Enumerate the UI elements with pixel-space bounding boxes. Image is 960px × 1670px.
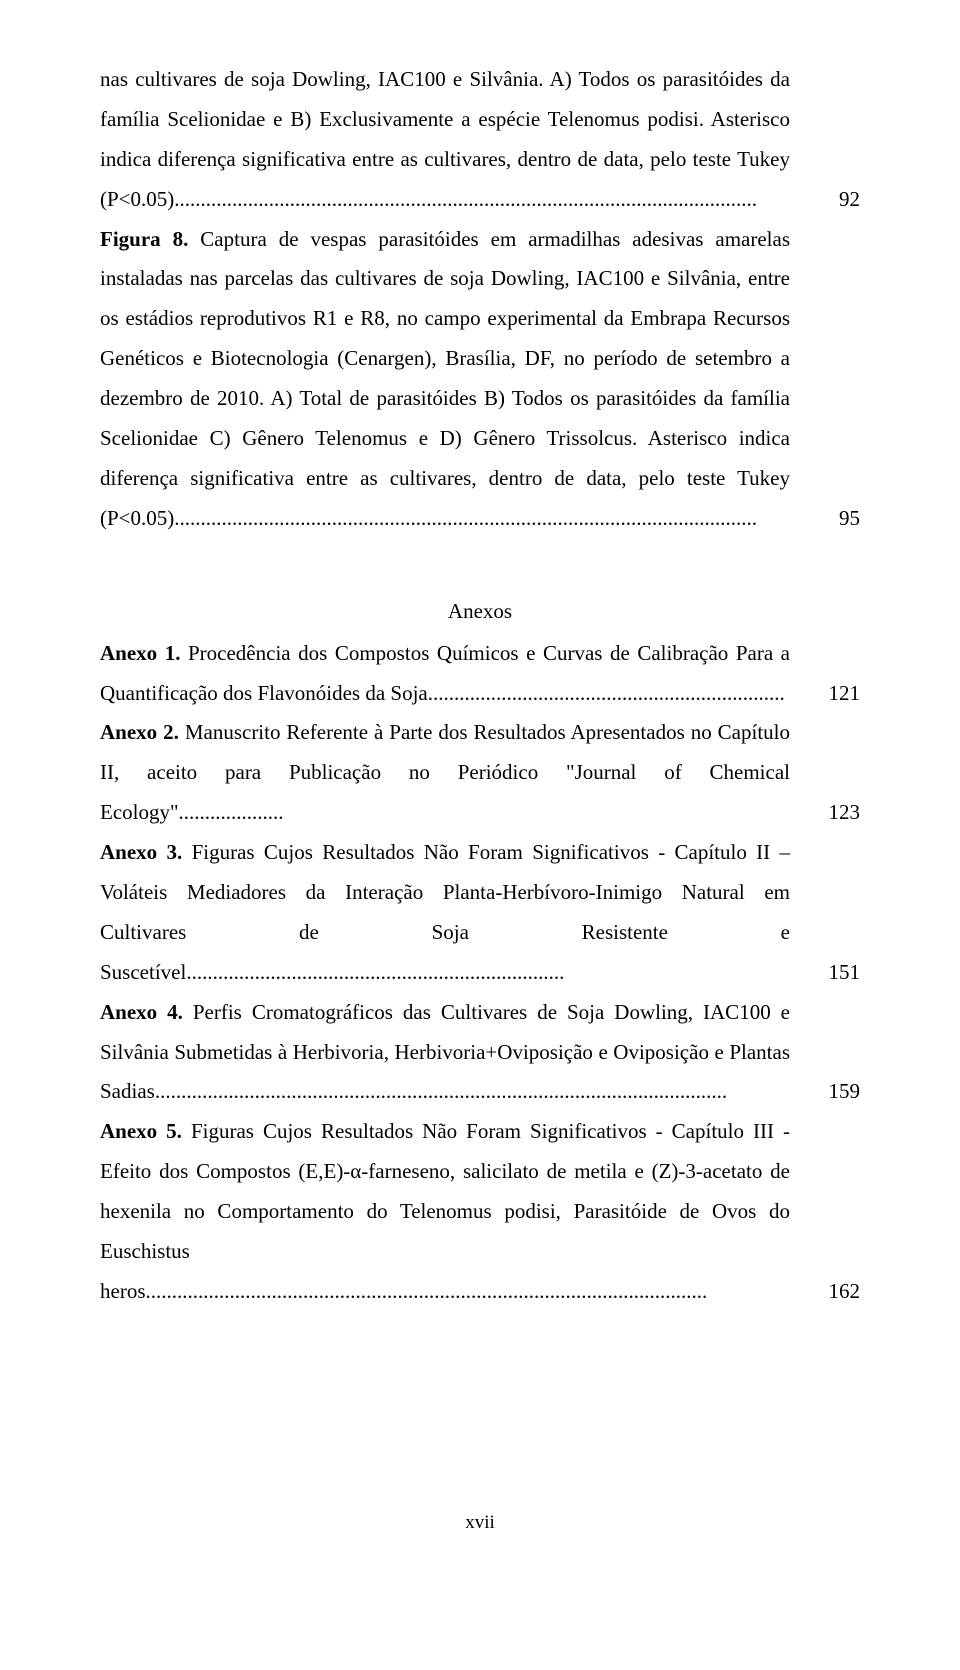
- anexos-heading: Anexos: [100, 599, 860, 624]
- anexo-page-number: 123: [790, 793, 860, 833]
- anexo-entry: Anexo 4. Perfis Cromatográficos das Cult…: [100, 993, 860, 1113]
- anexo-prefix: Anexo 5.: [100, 1119, 182, 1143]
- anexo-prefix: Anexo 2.: [100, 720, 179, 744]
- figure-body: Captura de vespas parasitóides em armadi…: [100, 227, 790, 530]
- anexo-text: Anexo 4. Perfis Cromatográficos das Cult…: [100, 993, 790, 1113]
- anexo-prefix: Anexo 4.: [100, 1000, 183, 1024]
- anexo-page-number: 162: [790, 1272, 860, 1312]
- figure-prefix: Figura 8.: [100, 227, 188, 251]
- page-footer-roman: xvii: [100, 1512, 860, 1534]
- anexo-page-number: 151: [790, 953, 860, 993]
- anexo-prefix: Anexo 3.: [100, 840, 182, 864]
- figure-text: nas cultivares de soja Dowling, IAC100 e…: [100, 60, 790, 220]
- anexo-entry: Anexo 3. Figuras Cujos Resultados Não Fo…: [100, 833, 860, 993]
- anexo-prefix: Anexo 1.: [100, 641, 180, 665]
- anexo-body: Figuras Cujos Resultados Não Foram Signi…: [100, 840, 790, 984]
- anexo-text: Anexo 1. Procedência dos Compostos Quími…: [100, 634, 790, 714]
- anexo-body: Manuscrito Referente à Parte dos Resulta…: [100, 720, 790, 824]
- anexo-entry: Anexo 5. Figuras Cujos Resultados Não Fo…: [100, 1112, 860, 1311]
- anexo-text: Anexo 2. Manuscrito Referente à Parte do…: [100, 713, 790, 833]
- anexo-body: Figuras Cujos Resultados Não Foram Signi…: [100, 1119, 790, 1303]
- figure-entry: Figura 8. Captura de vespas parasitóides…: [100, 220, 860, 539]
- figure-page-number: 92: [790, 180, 860, 220]
- page-container: nas cultivares de soja Dowling, IAC100 e…: [0, 0, 960, 1614]
- figure-page-number: 95: [790, 499, 860, 539]
- figure-text: Figura 8. Captura de vespas parasitóides…: [100, 220, 790, 539]
- anexo-entry: Anexo 2. Manuscrito Referente à Parte do…: [100, 713, 860, 833]
- anexo-page-number: 159: [790, 1072, 860, 1112]
- anexo-entry: Anexo 1. Procedência dos Compostos Quími…: [100, 634, 860, 714]
- anexo-body: Procedência dos Compostos Químicos e Cur…: [100, 641, 790, 705]
- anexo-body: Perfis Cromatográficos das Cultivares de…: [100, 1000, 790, 1104]
- anexo-text: Anexo 5. Figuras Cujos Resultados Não Fo…: [100, 1112, 790, 1311]
- anexo-text: Anexo 3. Figuras Cujos Resultados Não Fo…: [100, 833, 790, 993]
- figure-entry: nas cultivares de soja Dowling, IAC100 e…: [100, 60, 860, 220]
- anexo-page-number: 121: [790, 674, 860, 714]
